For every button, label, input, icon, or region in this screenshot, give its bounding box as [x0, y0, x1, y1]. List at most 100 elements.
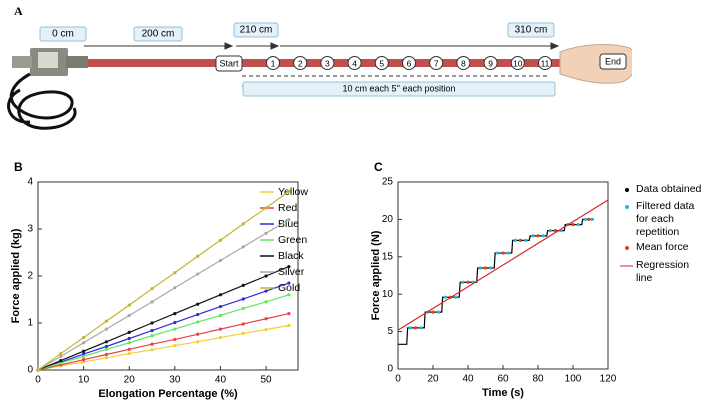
position-marker — [429, 56, 444, 70]
data-point — [241, 306, 245, 311]
data-point — [287, 189, 291, 193]
data-point — [104, 319, 109, 323]
legend-label: Silver — [278, 266, 305, 278]
data-point — [127, 336, 131, 341]
data-point — [536, 234, 540, 238]
data-point — [82, 360, 86, 364]
data-point — [287, 281, 291, 285]
data-point — [150, 328, 154, 333]
data-point — [173, 343, 177, 348]
x-tick-label: 0 — [35, 375, 41, 386]
legend-item: Data obtained — [636, 183, 701, 195]
data-point — [218, 304, 223, 309]
position-marker — [402, 56, 416, 70]
legend-label: Regression line — [636, 259, 690, 284]
data-point — [36, 368, 40, 372]
data-point — [104, 347, 109, 351]
legend-label: Blue — [278, 218, 299, 230]
series-line — [37, 282, 290, 371]
data-point — [59, 359, 63, 363]
data-point — [483, 266, 488, 270]
data-point — [127, 351, 131, 356]
position-label: 11 — [541, 58, 550, 68]
data-point — [127, 347, 131, 351]
legend-label: Gold — [278, 282, 300, 294]
y-tick-label: 25 — [382, 177, 394, 188]
data-point — [287, 312, 291, 316]
data-point — [104, 344, 109, 349]
y-tick-label: 1 — [27, 318, 33, 329]
legend-item: Mean force — [636, 241, 689, 253]
data-point — [590, 217, 594, 221]
data-point — [264, 327, 268, 332]
position-label: 3 — [325, 58, 330, 68]
data-point — [461, 280, 465, 284]
data-point — [431, 310, 435, 314]
data-point — [150, 300, 154, 304]
data-point — [241, 297, 245, 301]
data-point — [287, 218, 291, 222]
x-tick-label: 20 — [124, 375, 136, 386]
position-marker — [266, 56, 280, 70]
data-point — [218, 258, 223, 263]
legend-label: Black — [278, 250, 304, 262]
data-point — [501, 251, 505, 255]
panel-label: C — [374, 160, 383, 174]
data-point — [548, 229, 552, 233]
legend-item: Filtered data for each repetition — [636, 200, 694, 238]
position-marker — [510, 56, 525, 70]
start-label: Start — [219, 58, 239, 68]
data-point — [173, 327, 177, 331]
y-tick-label: 15 — [382, 251, 394, 262]
positions: 1 2 3 4 5 6 7 8 9 10 11 — [266, 56, 552, 70]
series-line — [398, 218, 594, 345]
data-point — [150, 348, 154, 352]
plot-frame — [397, 181, 609, 370]
x-tick-label: 0 — [395, 374, 401, 385]
panel-label: B — [14, 160, 23, 174]
data-point — [82, 341, 86, 345]
data-point — [127, 330, 131, 334]
data-point — [264, 206, 268, 210]
position-marker — [347, 56, 362, 70]
data-point — [264, 274, 268, 278]
panel-label: A — [14, 4, 23, 18]
data-point — [196, 302, 200, 306]
y-tick-label: 5 — [387, 326, 393, 337]
position-marker — [456, 56, 471, 70]
position-label: 8 — [461, 58, 466, 68]
y-tick-label: 10 — [382, 289, 394, 300]
data-point — [218, 238, 223, 242]
position-label: 7 — [434, 58, 439, 68]
distance-label: 0 cm — [52, 29, 74, 40]
data-point — [82, 354, 86, 358]
legend-label: Yellow — [278, 186, 308, 198]
data-point — [454, 295, 458, 299]
data-point — [218, 327, 223, 331]
data-point — [59, 351, 63, 356]
data-point — [127, 341, 131, 345]
data-point — [496, 251, 500, 255]
data-point — [59, 354, 63, 358]
x-tick-label: 120 — [600, 374, 617, 385]
data-point — [241, 283, 245, 287]
position-marker — [374, 56, 389, 70]
end-label: End — [605, 56, 621, 66]
x-axis-title: Time (s) — [482, 387, 524, 399]
y-tick-label: 20 — [382, 214, 394, 225]
data-point — [287, 265, 291, 269]
data-point — [196, 312, 200, 317]
y-tick-label: 0 — [27, 365, 33, 376]
legend-label: Mean force — [636, 241, 689, 253]
y-axis-title: Force applied (kg) — [10, 228, 22, 323]
legend-item: Regression line — [636, 259, 690, 284]
y-tick-label: 0 — [387, 364, 393, 375]
y-tick-label: 4 — [27, 177, 33, 188]
data-point — [489, 266, 493, 270]
position-marker — [293, 56, 308, 70]
series-line — [37, 190, 290, 371]
data-point — [150, 321, 154, 325]
data-point — [264, 317, 268, 321]
data-point — [82, 349, 86, 353]
